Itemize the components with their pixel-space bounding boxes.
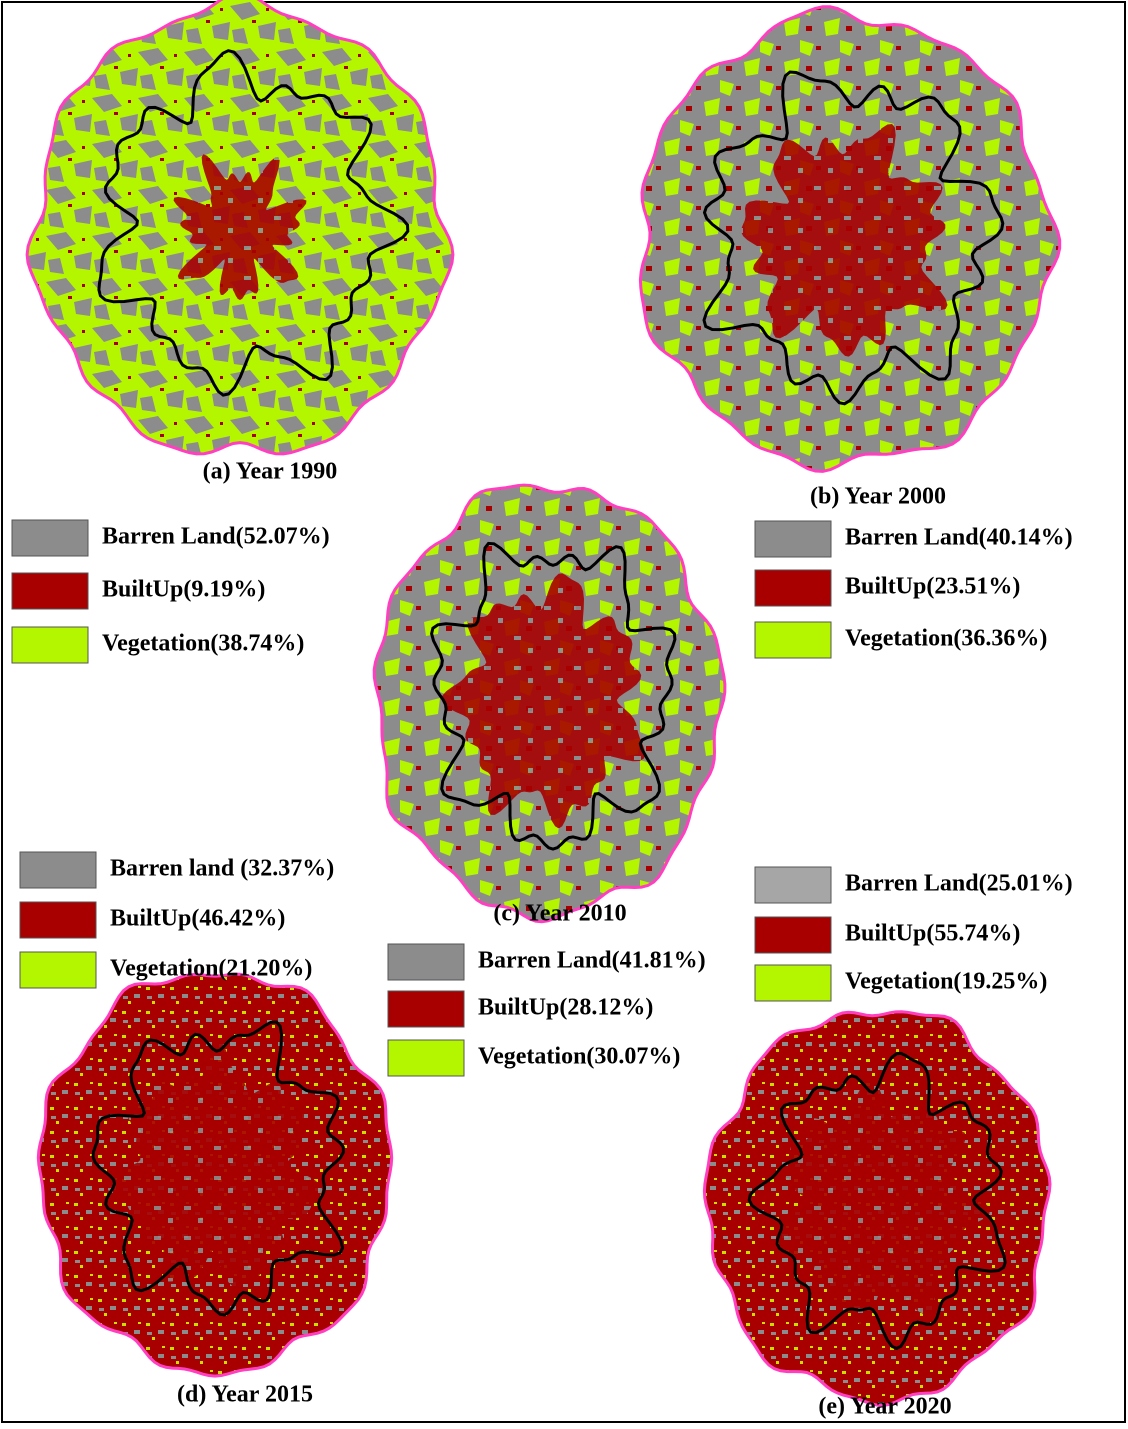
legend-swatch <box>388 991 464 1027</box>
legend-swatch <box>755 570 831 606</box>
legend-label: BuiltUp(9.19%) <box>102 577 265 603</box>
legend-label: BuiltUp(28.12%) <box>478 995 653 1021</box>
legend-label: Vegetation(38.74%) <box>102 631 304 657</box>
map-panel <box>38 974 391 1376</box>
legend-label: Barren land (32.37%) <box>110 856 334 882</box>
legend-label: Vegetation(21.20%) <box>110 956 312 982</box>
legend-label: Vegetation(19.25%) <box>845 969 1047 995</box>
legend-swatch <box>755 965 831 1001</box>
map-caption: (b) Year 2000 <box>810 484 946 510</box>
map-panel <box>640 7 1059 472</box>
legend-swatch <box>12 520 88 556</box>
legend-swatch <box>388 1040 464 1076</box>
legend-label: BuiltUp(23.51%) <box>845 574 1020 600</box>
map-panel <box>27 0 453 454</box>
legend-label: Barren Land(25.01%) <box>845 871 1073 897</box>
legend-swatch <box>12 627 88 663</box>
map-caption: (c) Year 2010 <box>493 901 626 927</box>
legend-label: Barren Land(52.07%) <box>102 524 330 550</box>
map-caption: (e) Year 2020 <box>818 1394 951 1420</box>
legend-label: Vegetation(36.36%) <box>845 626 1047 652</box>
figure: (a) Year 1990 Barren Land(52.07%) BuiltUp(… <box>0 0 1128 1429</box>
map-panel <box>374 485 725 922</box>
legend-label: BuiltUp(55.74%) <box>845 921 1020 947</box>
legend-label: Barren Land(40.14%) <box>845 525 1073 551</box>
legend-label: BuiltUp(46.42%) <box>110 906 285 932</box>
legend-swatch <box>755 622 831 658</box>
map-caption: (d) Year 2015 <box>177 1382 313 1408</box>
legend-swatch <box>388 944 464 980</box>
map-caption: (a) Year 1990 <box>203 459 338 485</box>
legend-swatch <box>755 917 831 953</box>
legend-swatch <box>20 852 96 888</box>
legend-swatch <box>755 867 831 903</box>
legend-label: Barren Land(41.81%) <box>478 948 706 974</box>
legend-swatch <box>20 902 96 938</box>
legend-swatch <box>20 952 96 988</box>
legend-swatch <box>755 521 831 557</box>
map-panel <box>704 1012 1050 1406</box>
legend-swatch <box>12 573 88 609</box>
legend-label: Vegetation(30.07%) <box>478 1044 680 1070</box>
